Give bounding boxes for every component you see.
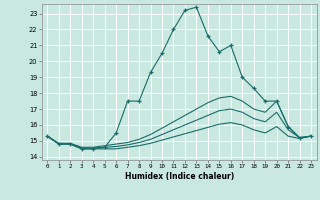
X-axis label: Humidex (Indice chaleur): Humidex (Indice chaleur) [124,172,234,181]
